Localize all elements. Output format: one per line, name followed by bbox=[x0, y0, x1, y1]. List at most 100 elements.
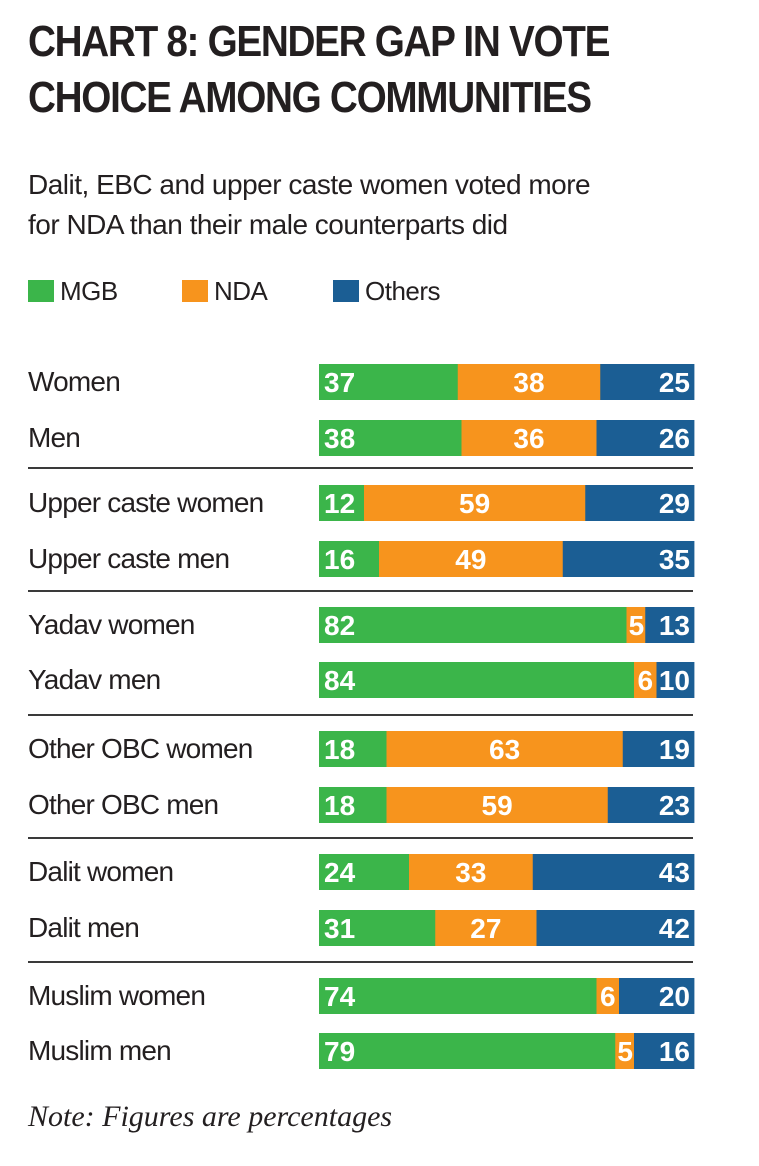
data-label-others-dalit-men: 42 bbox=[659, 913, 690, 944]
bar-others-other-obc-men bbox=[607, 787, 695, 823]
row-label-yadav-men: Yadav men bbox=[28, 664, 161, 695]
legend-swatch-nda bbox=[182, 280, 208, 302]
data-label-nda-muslim-women: 6 bbox=[600, 981, 616, 1012]
data-label-mgb-other-obc-women: 18 bbox=[324, 734, 355, 765]
bar-nda-yadav-men bbox=[634, 662, 657, 698]
bar-mgb-women bbox=[319, 364, 459, 400]
data-label-others-upper-caste-men: 35 bbox=[659, 544, 690, 575]
row-label-other-obc-men: Other OBC men bbox=[28, 789, 219, 820]
bar-others-yadav-women bbox=[645, 607, 695, 643]
row-label-dalit-men: Dalit men bbox=[28, 912, 140, 943]
data-label-mgb-men: 38 bbox=[324, 423, 355, 454]
data-label-mgb-dalit-men: 31 bbox=[324, 913, 355, 944]
row-label-muslim-women: Muslim women bbox=[28, 980, 206, 1011]
legend-swatch-mgb bbox=[28, 280, 54, 302]
bar-others-other-obc-women bbox=[622, 731, 695, 767]
data-label-others-women: 25 bbox=[659, 367, 690, 398]
bar-mgb-upper-caste-women bbox=[319, 485, 365, 521]
data-label-nda-yadav-men: 6 bbox=[637, 665, 653, 696]
chart-title-line-1: CHART 8: GENDER GAP IN VOTE bbox=[28, 17, 610, 66]
row-label-women: Women bbox=[28, 366, 121, 397]
data-label-nda-upper-caste-women: 59 bbox=[459, 488, 490, 519]
bar-others-muslim-women bbox=[619, 978, 695, 1014]
bar-nda-muslim-women bbox=[596, 978, 620, 1014]
bar-others-dalit-women bbox=[532, 854, 695, 890]
row-label-dalit-women: Dalit women bbox=[28, 856, 174, 887]
data-label-others-muslim-men: 16 bbox=[659, 1036, 690, 1067]
bar-mgb-other-obc-men bbox=[319, 787, 387, 823]
group-divider bbox=[28, 467, 693, 469]
bar-nda-yadav-women bbox=[626, 607, 646, 643]
bar-mgb-other-obc-women bbox=[319, 731, 387, 767]
data-label-mgb-dalit-women: 24 bbox=[324, 857, 356, 888]
bar-nda-other-obc-women bbox=[386, 731, 624, 767]
bar-others-women bbox=[600, 364, 695, 400]
bar-nda-men bbox=[461, 420, 597, 456]
data-label-nda-dalit-women: 33 bbox=[455, 857, 486, 888]
data-label-mgb-muslim-women: 74 bbox=[324, 981, 356, 1012]
data-label-nda-yadav-women: 5 bbox=[629, 610, 645, 641]
data-label-nda-dalit-men: 27 bbox=[470, 913, 501, 944]
group-divider bbox=[28, 590, 693, 592]
data-label-mgb-women: 37 bbox=[324, 367, 355, 398]
bar-nda-dalit-women bbox=[409, 854, 534, 890]
bar-others-dalit-men bbox=[536, 910, 695, 946]
row-label-upper-caste-women: Upper caste women bbox=[28, 487, 264, 518]
bar-mgb-dalit-women bbox=[319, 854, 410, 890]
data-label-others-other-obc-men: 23 bbox=[659, 790, 690, 821]
data-label-others-dalit-women: 43 bbox=[659, 857, 690, 888]
row-label-upper-caste-men: Upper caste men bbox=[28, 543, 230, 574]
legend-label-mgb: MGB bbox=[60, 275, 118, 306]
bar-nda-other-obc-men bbox=[386, 787, 609, 823]
bar-nda-upper-caste-women bbox=[364, 485, 586, 521]
legend-swatch-others bbox=[333, 280, 359, 302]
data-label-nda-upper-caste-men: 49 bbox=[455, 544, 486, 575]
data-label-nda-men: 36 bbox=[513, 423, 544, 454]
bar-mgb-muslim-men bbox=[319, 1033, 616, 1069]
data-label-mgb-upper-caste-men: 16 bbox=[324, 544, 355, 575]
data-label-others-muslim-women: 20 bbox=[659, 981, 690, 1012]
legend-item-mgb: MGB bbox=[28, 274, 118, 308]
data-label-mgb-muslim-men: 79 bbox=[324, 1036, 355, 1067]
data-label-mgb-yadav-men: 84 bbox=[324, 665, 356, 696]
data-label-others-yadav-women: 13 bbox=[659, 610, 690, 641]
row-label-men: Men bbox=[28, 422, 81, 453]
data-label-mgb-upper-caste-women: 12 bbox=[324, 488, 355, 519]
data-label-mgb-yadav-women: 82 bbox=[324, 610, 355, 641]
data-label-mgb-other-obc-men: 18 bbox=[324, 790, 355, 821]
bar-mgb-dalit-men bbox=[319, 910, 436, 946]
bar-mgb-yadav-women bbox=[319, 607, 627, 643]
bar-nda-dalit-men bbox=[435, 910, 537, 946]
bar-mgb-yadav-men bbox=[319, 662, 635, 698]
legend-item-nda: NDA bbox=[182, 274, 268, 308]
chart-note: Note: Figures are percentages bbox=[28, 1100, 393, 1133]
bar-mgb-muslim-women bbox=[319, 978, 597, 1014]
data-label-others-men: 26 bbox=[659, 423, 690, 454]
row-label-other-obc-women: Other OBC women bbox=[28, 733, 253, 764]
row-label-yadav-women: Yadav women bbox=[28, 609, 195, 640]
chart-title-line-2: CHOICE AMONG COMMUNITIES bbox=[28, 73, 592, 122]
legend-label-others: Others bbox=[365, 275, 441, 306]
chart-subtitle: Dalit, EBC and upper caste women voted m… bbox=[28, 165, 748, 245]
data-label-others-yadav-men: 10 bbox=[659, 665, 690, 696]
data-label-others-upper-caste-women: 29 bbox=[659, 488, 690, 519]
bar-nda-upper-caste-men bbox=[379, 541, 564, 577]
bar-mgb-upper-caste-men bbox=[319, 541, 380, 577]
group-divider bbox=[28, 837, 693, 839]
bar-others-upper-caste-women bbox=[585, 485, 695, 521]
row-label-muslim-men: Muslim men bbox=[28, 1035, 172, 1066]
group-divider bbox=[28, 961, 693, 963]
data-label-nda-muslim-men: 5 bbox=[617, 1036, 633, 1067]
legend-item-others: Others bbox=[333, 274, 441, 308]
bar-nda-women bbox=[457, 364, 601, 400]
legend-label-nda: NDA bbox=[214, 275, 268, 306]
data-label-nda-other-obc-men: 59 bbox=[482, 790, 513, 821]
bar-others-muslim-men bbox=[634, 1033, 695, 1069]
data-label-nda-women: 38 bbox=[513, 367, 544, 398]
chart-subtitle-line-2: for NDA than their male counterparts did bbox=[28, 209, 508, 240]
bar-others-upper-caste-men bbox=[562, 541, 695, 577]
bar-others-men bbox=[596, 420, 695, 456]
bar-mgb-men bbox=[319, 420, 462, 456]
data-label-others-other-obc-women: 19 bbox=[659, 734, 690, 765]
